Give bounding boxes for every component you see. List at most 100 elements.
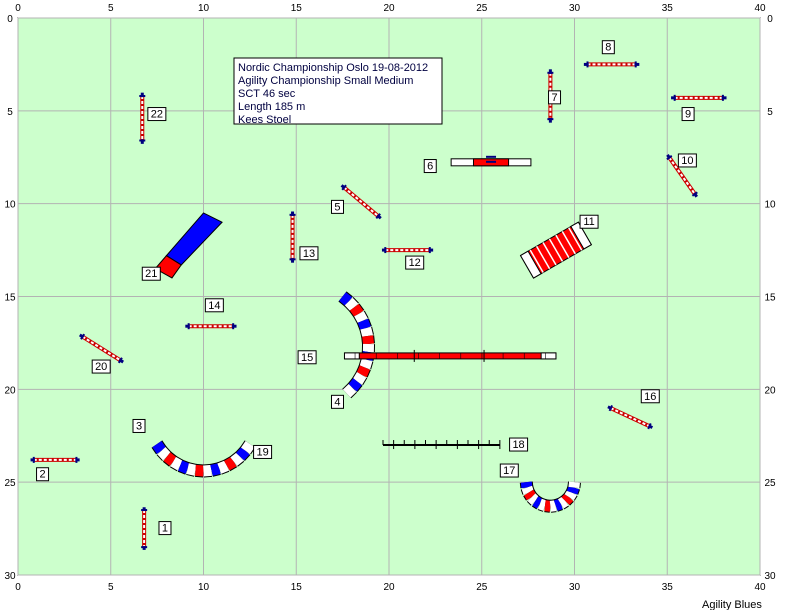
tick-label-bottom: 15 [291, 582, 303, 593]
tick-label-right: 25 [764, 478, 776, 489]
tunnel-segment [544, 500, 552, 512]
number-box [499, 463, 519, 478]
tick-label-top: 25 [476, 3, 488, 14]
obstacle-18: 18 [382, 437, 529, 452]
tunnel-segment [524, 489, 537, 501]
tunnel-segment [217, 460, 229, 474]
info-line: Nordic Championship Oslo 19-08-2012 [238, 62, 428, 74]
tunnel-end [570, 221, 593, 250]
jump-post [117, 357, 123, 364]
dogwalk-contact-zone [343, 352, 360, 360]
tunnel-segment [564, 489, 577, 501]
obstacle-number: 3 [136, 420, 142, 432]
tick-label-top: 0 [15, 3, 21, 14]
tunnel-segment [342, 384, 357, 398]
info-box-frame [233, 57, 443, 125]
jump-bar [668, 157, 696, 195]
tick-label-bottom: 30 [569, 582, 581, 593]
obstacle-11: 11 [519, 214, 599, 279]
tick-label-top: 10 [198, 3, 210, 14]
number-box [579, 214, 599, 229]
number-box [677, 153, 697, 168]
tunnel-rib [535, 245, 551, 270]
info-line: SCT 46 sec [238, 88, 296, 100]
obstacle-number: 19 [256, 446, 268, 458]
tick-label-top: 40 [754, 3, 766, 14]
jump-post [691, 191, 698, 197]
obstacle-6: 6 [423, 155, 532, 174]
number-box [36, 467, 50, 482]
obstacle-number: 16 [644, 391, 656, 403]
number-box [681, 107, 695, 122]
obstacle-5: 5 [330, 184, 382, 220]
number-box [299, 246, 319, 261]
obstacle-number: 21 [145, 268, 157, 280]
obstacle-14: 14 [185, 298, 237, 330]
tunnel-segment [203, 464, 212, 477]
tick-label-top: 20 [383, 3, 395, 14]
obstacle-22: 22 [139, 92, 167, 144]
tick-label-left: 0 [7, 14, 13, 25]
number-box [158, 521, 172, 536]
tunnel-segment [532, 496, 543, 509]
tunnel-segment [348, 378, 362, 392]
chute [154, 212, 223, 279]
obstacle-number: 13 [303, 248, 315, 260]
tunnel-segment [520, 481, 533, 489]
obstacle-number: 2 [39, 469, 45, 481]
tunnel-segment [163, 452, 177, 466]
tick-label-left: 15 [4, 293, 16, 304]
obstacle-12: 12 [381, 247, 434, 270]
tick-label-right: 5 [767, 107, 773, 118]
obstacle-number: 17 [503, 465, 515, 477]
straight-tunnel [519, 221, 593, 279]
jump-post [375, 213, 381, 220]
jump-bar [82, 335, 121, 362]
jump-bar [610, 407, 650, 428]
tunnel-segment [362, 335, 375, 345]
tunnel-segment [360, 326, 374, 338]
number-box [91, 359, 111, 374]
number-box [132, 418, 146, 433]
tunnel-segment [356, 365, 370, 378]
obstacle-number: 10 [681, 155, 693, 167]
tunnel-segment [157, 446, 171, 461]
tunnel-end [519, 250, 542, 279]
chute-entry [154, 255, 182, 279]
obstacle-1: 1 [141, 507, 172, 550]
obstacle-number: 1 [162, 523, 168, 535]
tunnel-segment [349, 304, 364, 317]
tick-label-top: 35 [662, 3, 674, 14]
tick-label-bottom: 10 [198, 582, 210, 593]
jump-post [80, 333, 86, 340]
number-box [204, 298, 224, 313]
tunnel-segment [178, 460, 190, 474]
obstacle-number: 7 [551, 92, 557, 104]
number-box [253, 444, 273, 459]
obstacle-10: 10 [666, 153, 699, 198]
number-box [640, 389, 660, 404]
tunnel-rib [529, 249, 544, 273]
number-box [147, 107, 167, 122]
tick-label-left: 25 [4, 478, 16, 489]
tick-label-top: 5 [108, 3, 114, 14]
tunnel-segment [152, 440, 166, 454]
obstacle-16: 16 [607, 389, 660, 430]
number-box [330, 199, 344, 214]
tick-label-right: 0 [767, 14, 773, 25]
tick-label-right: 30 [764, 571, 776, 582]
number-box [405, 255, 425, 270]
obstacle-2: 2 [30, 456, 80, 482]
tunnel-segment [538, 498, 547, 511]
tunnel-rib [561, 231, 576, 255]
obstacle-20: 20 [78, 333, 124, 374]
dogwalk-contact-zone [540, 352, 557, 360]
course-info-box: Nordic Championship Oslo 19-08-2012Agili… [233, 57, 443, 126]
number-box [297, 350, 317, 365]
jump-post [608, 405, 613, 412]
obstacle-15: 15 [297, 349, 557, 365]
number-box [141, 266, 161, 281]
brand-label: Agility Blues [702, 599, 762, 610]
obstacle-21: 21 [141, 212, 223, 281]
